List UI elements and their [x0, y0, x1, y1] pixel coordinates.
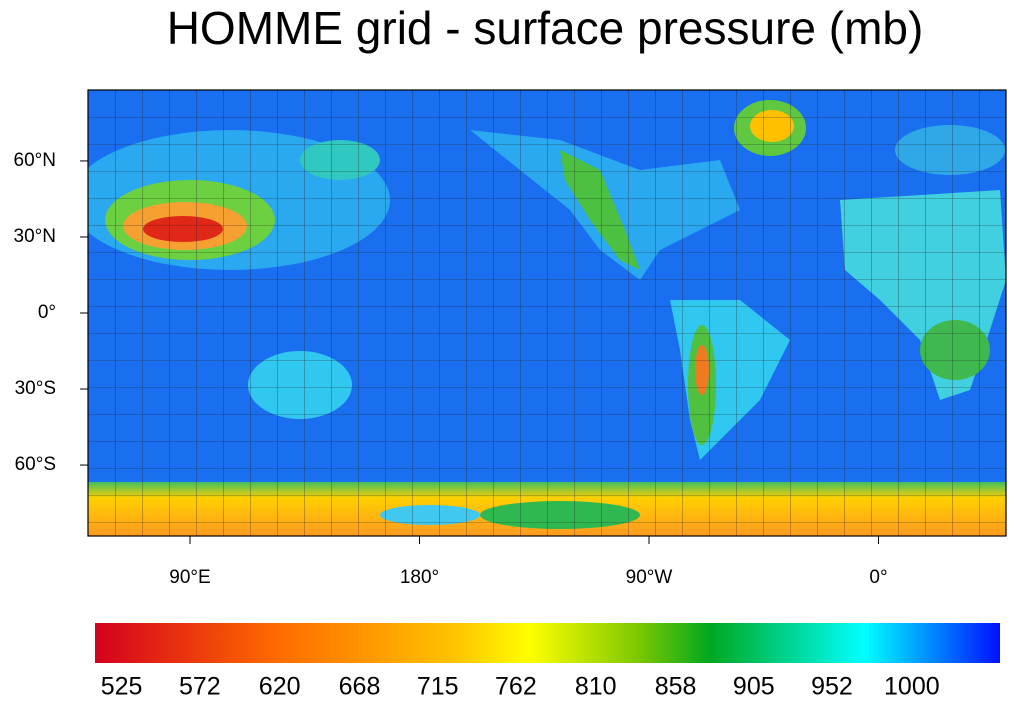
x-tick-label: 180° — [400, 567, 439, 588]
x-tick-label: 90°W — [626, 567, 673, 588]
colorbar-label: 668 — [339, 673, 381, 701]
colorbar-label: 858 — [655, 673, 697, 701]
colorbar-label: 715 — [417, 673, 459, 701]
y-tick-label: 0° — [38, 302, 56, 323]
x-tick-label: 0° — [869, 567, 887, 588]
colorbar-label: 952 — [811, 673, 853, 701]
colorbar-label: 525 — [101, 673, 143, 701]
colorbar-label: 572 — [179, 673, 221, 701]
y-tick-label: 30°N — [14, 226, 56, 247]
map-title: HOMME grid - surface pressure (mb) — [167, 2, 924, 54]
map-field — [88, 90, 1006, 536]
colorbar-label: 620 — [259, 673, 301, 701]
colorbar-label: 810 — [575, 673, 617, 701]
y-tick-label: 60°S — [15, 454, 56, 475]
colorbar-label: 905 — [733, 673, 775, 701]
y-tick-label: 30°S — [15, 378, 56, 399]
colorbar — [95, 623, 1000, 663]
y-tick-label: 60°N — [14, 150, 56, 171]
element-grid — [88, 90, 1006, 536]
x-tick-label: 90°E — [169, 567, 210, 588]
colorbar-label: 1000 — [884, 673, 940, 701]
colorbar-label: 762 — [495, 673, 537, 701]
